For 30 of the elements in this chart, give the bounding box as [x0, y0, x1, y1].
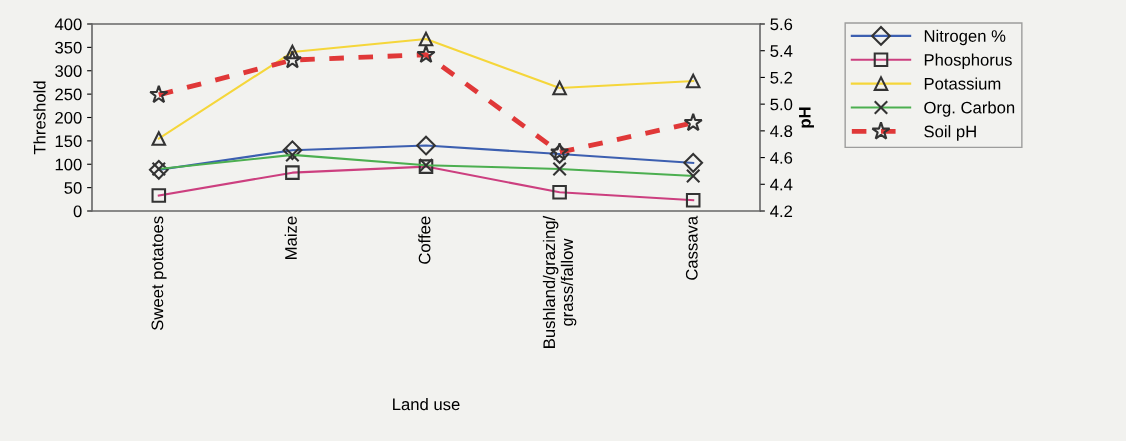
y2-axis-title: pH — [799, 107, 814, 128]
y2-tick-label: 5.6 — [770, 18, 793, 31]
legend-label: Potassium — [924, 77, 1001, 90]
y-tick-label: 350 — [55, 41, 82, 54]
y-tick-label: 200 — [55, 111, 82, 124]
x-tick-label: Maize — [284, 216, 297, 259]
y2-tick-label: 4.4 — [770, 178, 793, 191]
y2-tick-label: 4.8 — [770, 125, 793, 138]
y-tick-label: 0 — [73, 205, 82, 218]
x-tick-label: Sweet potatoes — [151, 216, 167, 330]
x-axis-title: Land use — [393, 398, 460, 411]
y-tick-label: 300 — [55, 65, 82, 77]
x-tick-label: Cassava — [685, 215, 698, 280]
y-tick-label: 250 — [55, 88, 82, 101]
x-tick-label: Coffee — [418, 216, 431, 264]
y-tick-label: 50 — [64, 182, 82, 194]
y2-tick-label: 5.4 — [770, 45, 793, 57]
legend-label: Soil pH — [924, 125, 976, 141]
legend-label: Phosphorus — [924, 53, 1012, 70]
y-tick-label: 400 — [54, 18, 82, 31]
y2-tick-label: 5.2 — [770, 71, 793, 84]
x-tick-label: Bushland/grazing/ grass/fallow — [542, 215, 577, 348]
y2-tick-label: 4.6 — [770, 151, 793, 164]
y-tick-label: 100 — [55, 158, 82, 171]
legend-label: Org. Carbon — [924, 101, 1015, 117]
y-tick-label: 150 — [55, 135, 82, 148]
y2-tick-label: 4.2 — [770, 205, 793, 218]
y-axis-title: Threshold — [33, 81, 46, 155]
legend-label: Nitrogen % — [924, 29, 1006, 46]
y2-tick-label: 5.0 — [770, 98, 793, 111]
